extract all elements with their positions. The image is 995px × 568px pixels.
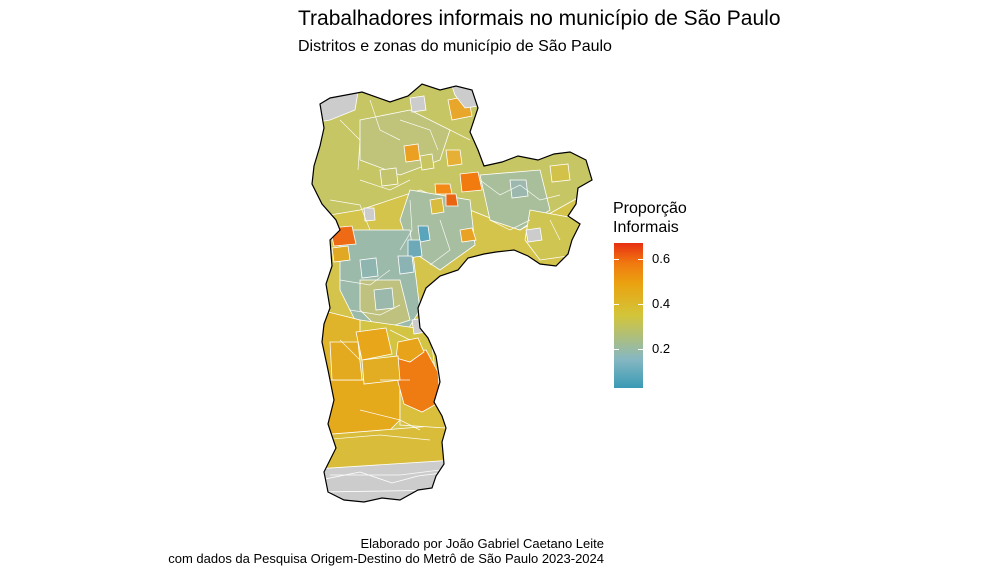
legend-colorbar (614, 243, 643, 388)
legend-title-line2: Informais (613, 219, 679, 236)
chart-subtitle: Distritos e zonas do município de São Pa… (298, 38, 612, 55)
legend-tick-label: 0.4 (652, 296, 671, 312)
municipality-outline (311, 83, 593, 503)
legend-tick-mark (614, 349, 643, 351)
legend-tick-mark (614, 258, 643, 260)
caption-source: com dados da Pesquisa Origem-Destino do … (168, 551, 604, 566)
legend-title-line1: Proporção (613, 200, 687, 217)
sao-paulo-choropleth-map (311, 83, 593, 503)
legend-title: Proporção Informais (613, 199, 687, 237)
chart-title: Trabalhadores informais no município de … (298, 7, 781, 30)
legend-tick-mark (614, 304, 643, 306)
caption-author: Elaborado por João Gabriel Caetano Leite (360, 536, 604, 551)
legend-tick-label: 0.2 (652, 341, 671, 357)
legend-tick-label: 0.6 (652, 250, 671, 266)
